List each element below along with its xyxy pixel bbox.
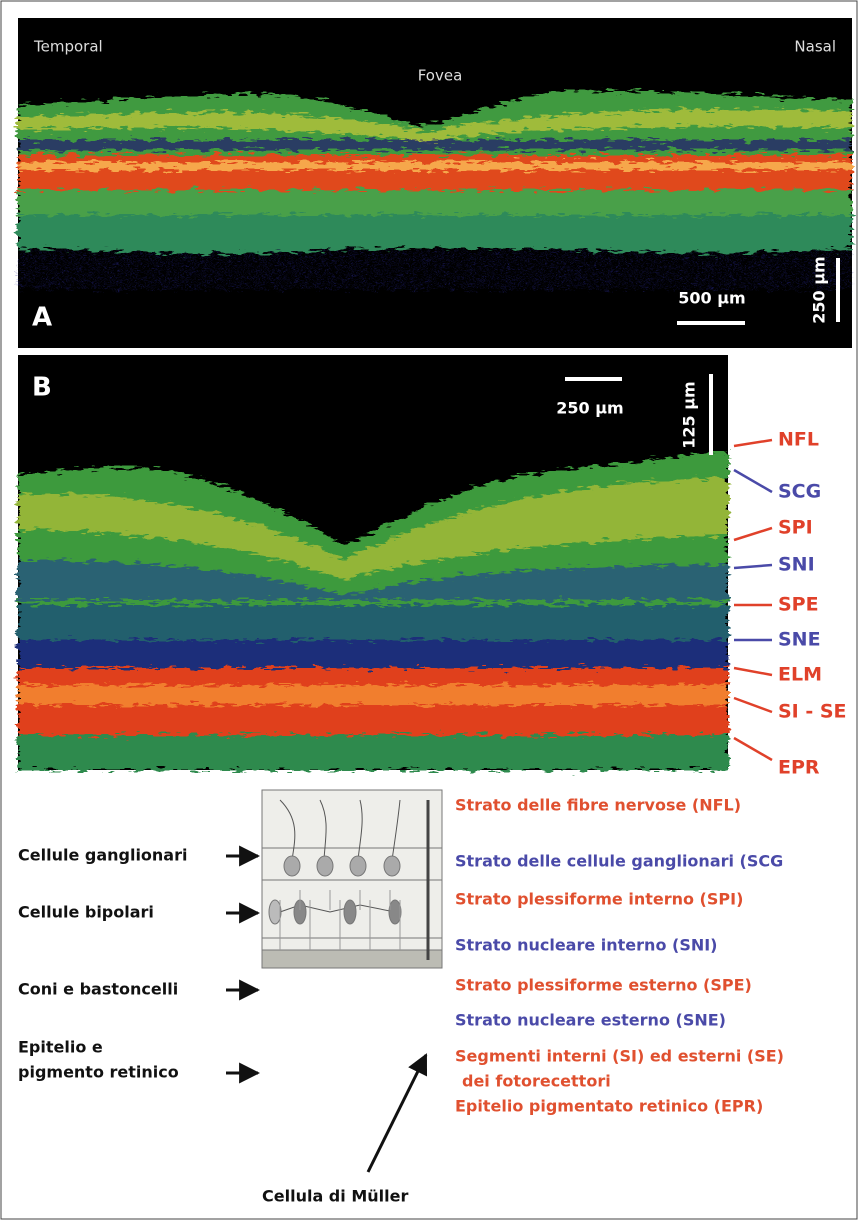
layer-label: ELM — [778, 664, 822, 686]
cell-label: pigmento retinico — [18, 1063, 179, 1082]
scale-label: 125 µm — [680, 381, 699, 448]
layer-description: Strato delle cellule ganglionari (SCG — [455, 852, 783, 871]
muller-arrow — [368, 1055, 426, 1172]
figure: Temporal Nasal Fovea A 500 µm 250 µm B 250 µm 12… — [0, 0, 858, 1220]
cell-diagram — [262, 790, 442, 968]
layer-arrow — [734, 440, 772, 446]
panel-label: B — [32, 373, 52, 403]
layer-label: SCG — [778, 481, 821, 503]
scale-label: 250 µm — [810, 256, 829, 323]
layer-label: SNE — [778, 629, 821, 651]
scale-label: 500 µm — [678, 289, 745, 308]
layer-arrow — [734, 470, 772, 492]
temporal-label: Temporal — [33, 38, 103, 56]
cell-label: Epitelio e — [18, 1038, 103, 1057]
layer-description: dei fotorecettori — [462, 1072, 611, 1091]
layer-description: Strato delle fibre nervose (NFL) — [455, 796, 741, 815]
layer-arrow — [734, 565, 772, 568]
layer-description: Strato nucleare interno (SNI) — [455, 936, 718, 955]
nasal-label: Nasal — [794, 38, 836, 56]
cell-label: Cellule bipolari — [18, 903, 154, 922]
cell-label: Coni e bastoncelli — [18, 980, 178, 999]
layer-description: Strato nucleare esterno (SNE) — [455, 1011, 726, 1030]
panel-label: A — [32, 303, 52, 333]
layer-label: SPE — [778, 594, 819, 616]
layer-label: SPI — [778, 517, 813, 539]
layer-label: SNI — [778, 554, 815, 576]
fovea-label: Fovea — [418, 67, 463, 85]
layer-arrow — [734, 668, 772, 675]
layer-description: Epitelio pigmentato retinico (EPR) — [455, 1097, 763, 1116]
layer-description: Strato plessiforme esterno (SPE) — [455, 976, 752, 995]
cell-label: Cellule ganglionari — [18, 846, 187, 865]
layer-description: Strato plessiforme interno (SPI) — [455, 890, 743, 909]
scale-label: 250 µm — [556, 399, 623, 418]
layer-arrow — [734, 528, 772, 540]
layer-arrow — [734, 738, 772, 760]
layer-arrow — [734, 698, 772, 712]
layer-label: EPR — [778, 757, 820, 779]
layer-description: Segmenti interni (SI) ed esterni (SE) — [455, 1047, 784, 1066]
layer-label: NFL — [778, 429, 819, 451]
layer-label: SI - SE — [778, 701, 847, 723]
muller-label: Cellula di Müller — [262, 1187, 408, 1206]
